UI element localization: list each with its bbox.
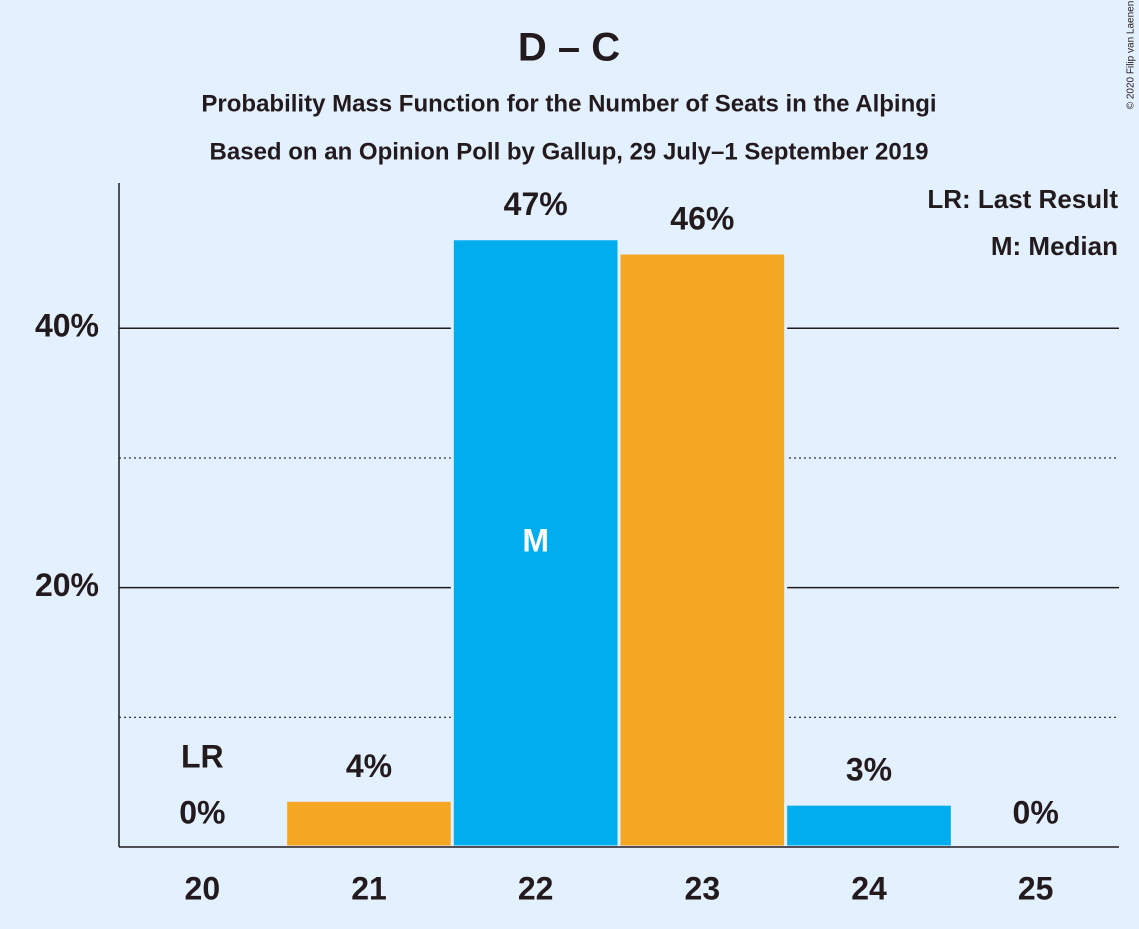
x-tick-label: 20 (185, 870, 221, 906)
x-tick-label: 21 (351, 870, 387, 906)
value-label: 0% (1013, 794, 1059, 830)
bar (450, 237, 621, 849)
bar (784, 802, 954, 849)
value-label: 3% (846, 752, 892, 788)
chart-subtitle: Based on an Opinion Poll by Gallup, 29 J… (210, 138, 929, 165)
copyright: © 2020 Filip van Laenen (1126, 1, 1137, 110)
bar (617, 251, 788, 849)
value-label: 4% (346, 748, 392, 784)
last-result-marker: LR (181, 738, 224, 774)
chart-subtitle: Probability Mass Function for the Number… (201, 90, 936, 117)
x-tick-label: 23 (685, 870, 721, 906)
x-tick-label: 22 (518, 870, 554, 906)
x-tick-label: 25 (1018, 870, 1054, 906)
value-label: 0% (179, 794, 225, 830)
value-label: 46% (670, 200, 734, 236)
value-label: 47% (504, 186, 568, 222)
legend-entry: M: Median (991, 231, 1118, 261)
chart-title: D – C (518, 26, 620, 70)
x-tick-label: 24 (851, 870, 887, 906)
legend-entry: LR: Last Result (927, 184, 1118, 214)
median-marker: M (522, 522, 549, 558)
y-tick-label: 40% (35, 308, 99, 344)
y-tick-label: 20% (35, 567, 99, 603)
bar (284, 798, 454, 849)
